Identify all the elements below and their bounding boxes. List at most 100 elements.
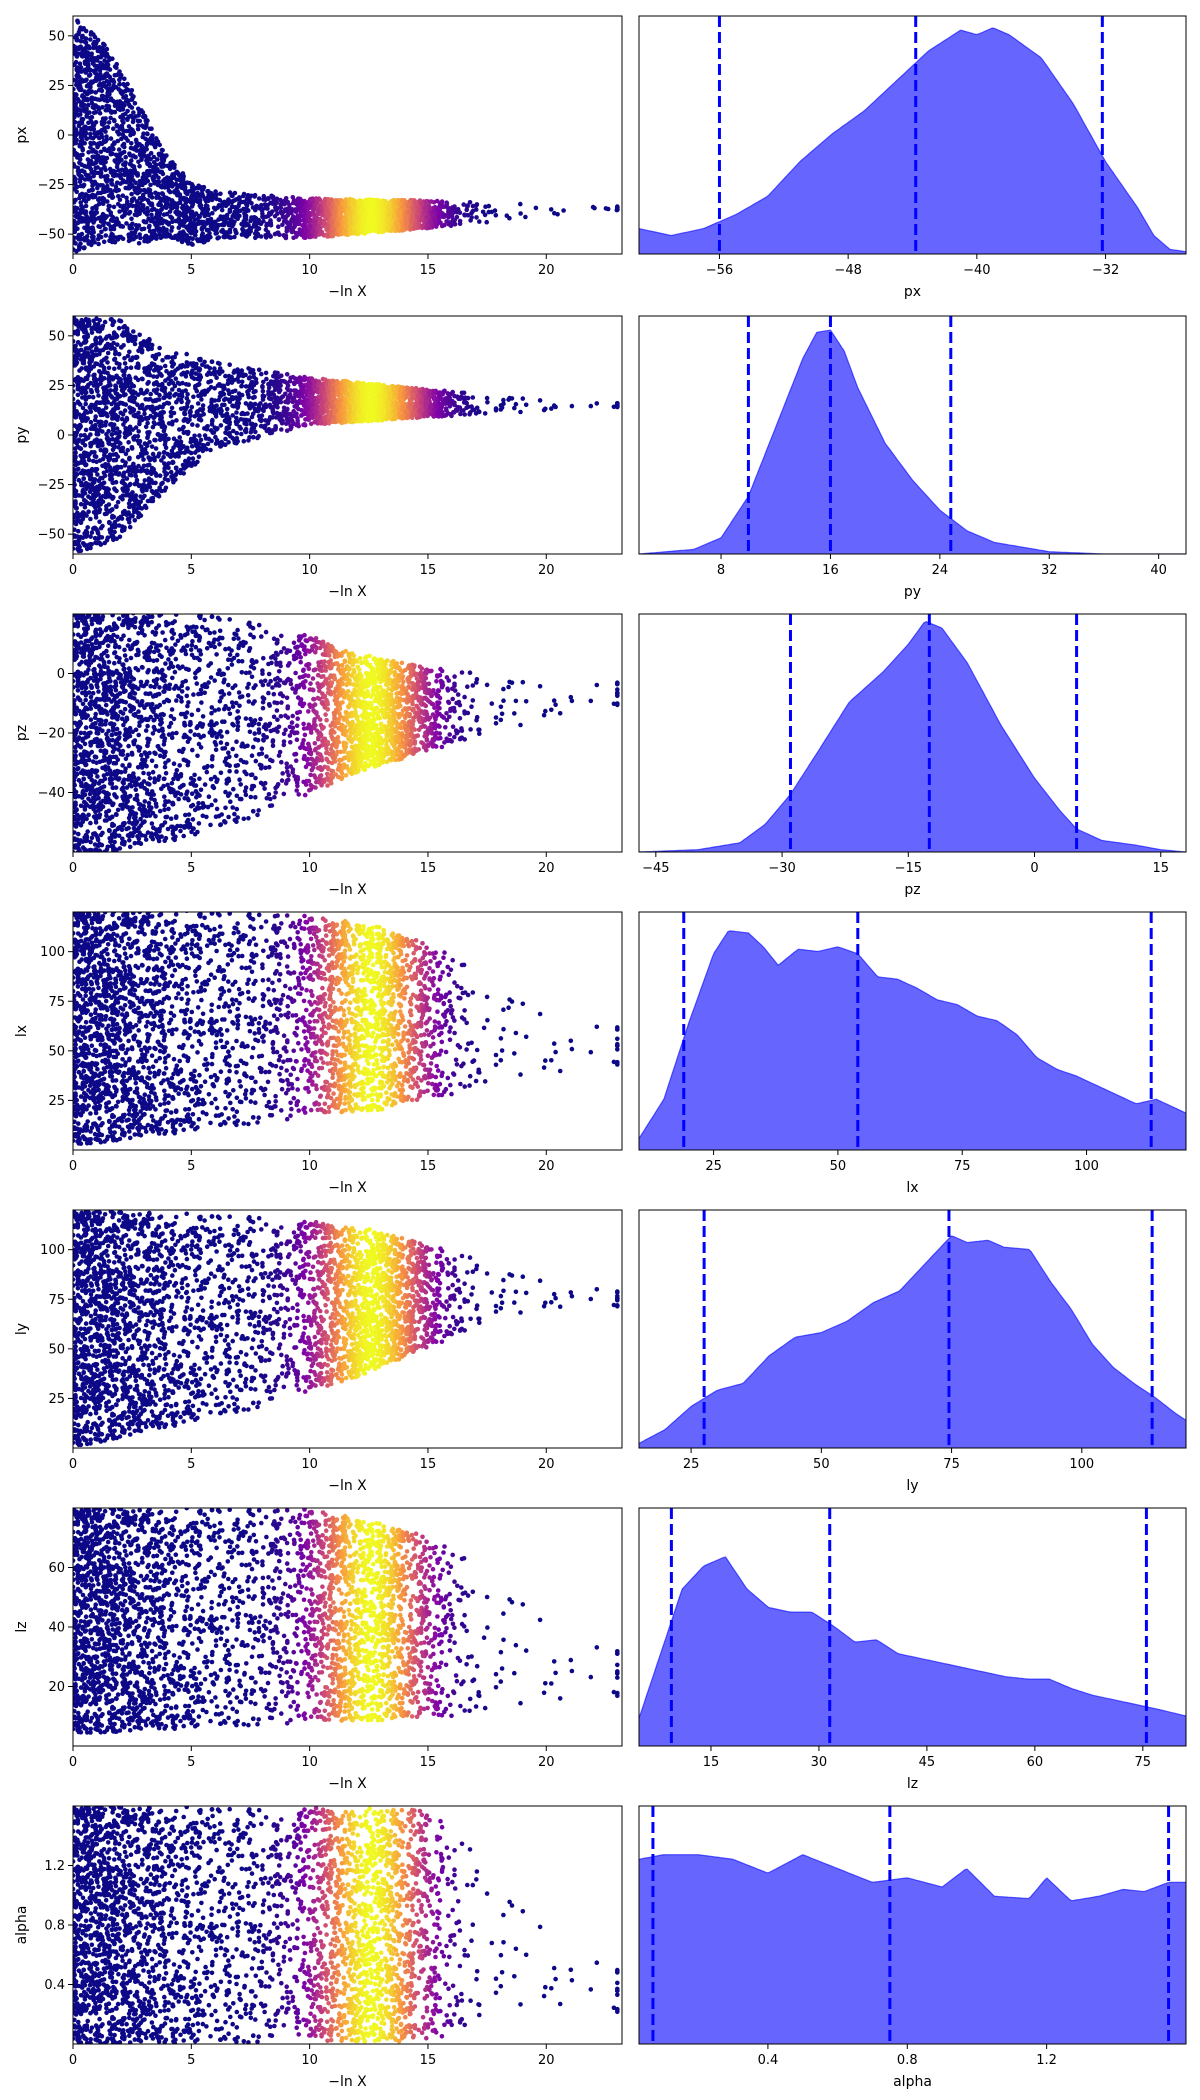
sample-point	[74, 110, 79, 116]
sample-point	[330, 226, 336, 231]
sample-point	[207, 230, 212, 236]
sample-point	[186, 189, 191, 194]
sample-point	[113, 84, 119, 90]
sample-point	[331, 209, 337, 214]
sample-point	[158, 196, 163, 202]
sample-point	[223, 203, 229, 209]
sample-point	[169, 174, 175, 179]
sample-point	[115, 499, 121, 505]
sample-point	[136, 241, 142, 246]
sample-point	[112, 357, 117, 362]
sample-point	[232, 234, 237, 240]
sample-point	[97, 97, 103, 103]
sample-point	[192, 413, 198, 419]
sample-point	[594, 401, 600, 406]
sample-point	[360, 209, 366, 214]
sample-point	[169, 405, 175, 411]
sample-point	[134, 208, 139, 214]
sample-point	[81, 245, 86, 251]
sample-point	[322, 199, 327, 204]
sample-point	[432, 216, 438, 222]
sample-point	[278, 197, 283, 203]
sample-point	[73, 482, 77, 488]
sample-point	[337, 229, 342, 234]
sample-point	[118, 318, 124, 324]
sample-point	[160, 148, 165, 153]
sample-point	[73, 339, 76, 344]
sample-point	[396, 210, 402, 215]
sample-point	[75, 37, 80, 43]
sample-point	[97, 110, 103, 116]
sample-point	[102, 368, 107, 373]
sample-point	[330, 232, 335, 237]
sample-point	[78, 200, 83, 205]
sample-point	[74, 189, 79, 195]
sample-point	[173, 376, 179, 382]
sample-point	[284, 227, 290, 232]
sample-point	[113, 184, 119, 189]
sample-point	[419, 201, 425, 207]
sample-point	[145, 381, 150, 386]
sample-point	[123, 451, 129, 457]
sample-point	[73, 474, 78, 480]
sample-point	[83, 36, 89, 41]
sample-point	[164, 205, 169, 210]
sample-point	[78, 176, 83, 182]
density-frame	[638, 15, 1187, 255]
sample-point	[153, 136, 159, 141]
sample-point	[73, 220, 76, 225]
sample-point	[108, 115, 113, 121]
sample-point	[73, 43, 77, 49]
sample-point	[112, 118, 117, 124]
sample-point	[462, 412, 468, 417]
sample-point	[158, 153, 164, 158]
sample-point	[303, 228, 309, 234]
sample-point	[236, 203, 241, 209]
sample-point	[310, 229, 316, 234]
sample-point	[468, 218, 473, 223]
sample-point	[95, 531, 101, 536]
sample-point	[142, 493, 147, 499]
sample-point	[78, 108, 84, 114]
sample-point	[109, 472, 115, 478]
sample-point	[199, 225, 205, 231]
sample-point	[84, 106, 89, 112]
x-tick-label: −32	[1092, 263, 1119, 278]
sample-point	[114, 426, 120, 431]
sample-point	[73, 119, 77, 124]
sample-point	[138, 206, 144, 212]
sample-point	[73, 133, 76, 139]
sample-point	[147, 162, 153, 167]
sample-point	[182, 197, 188, 203]
sample-point	[297, 212, 303, 218]
sample-point	[391, 214, 397, 219]
sample-point	[78, 65, 84, 70]
sample-point	[76, 236, 82, 242]
sample-point	[154, 473, 159, 478]
sample-point	[211, 205, 217, 211]
sample-point	[136, 183, 142, 188]
sample-point	[116, 523, 122, 528]
sample-point	[141, 226, 147, 232]
sample-point	[173, 472, 178, 478]
sample-point	[122, 207, 128, 213]
sample-point	[73, 186, 76, 192]
sample-point	[132, 147, 137, 152]
sample-point	[141, 124, 147, 130]
sample-point	[198, 437, 204, 443]
sample-point	[128, 132, 133, 138]
sample-point	[109, 178, 114, 183]
sample-point	[122, 463, 128, 468]
sample-point	[189, 241, 194, 246]
sample-point	[233, 230, 239, 235]
sample-point	[131, 164, 137, 169]
sample-point	[380, 214, 386, 220]
sample-point	[275, 211, 280, 216]
sample-point	[123, 160, 128, 165]
sample-point	[205, 236, 211, 242]
sample-point	[129, 198, 135, 204]
sample-point	[233, 211, 239, 217]
sample-point	[140, 110, 146, 115]
sample-point	[143, 424, 149, 430]
